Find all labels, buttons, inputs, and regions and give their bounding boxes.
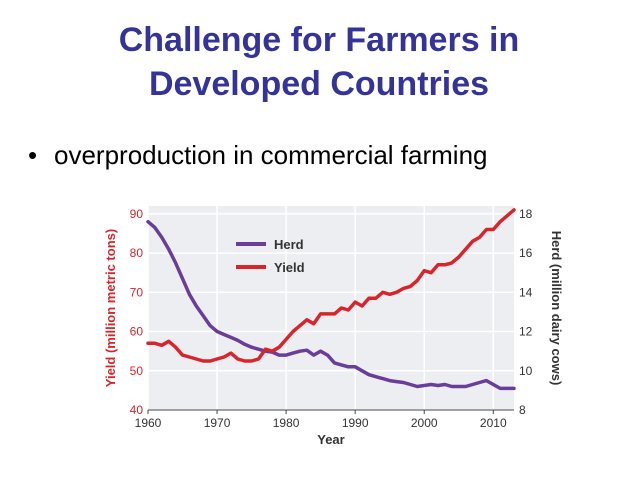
y-right-tick-label: 10 [519, 364, 533, 378]
slide-title-line-2: Developed Countries [148, 65, 490, 103]
grid [147, 206, 514, 411]
y-left-tick-label: 50 [130, 364, 144, 378]
x-tick-label: 2000 [411, 416, 438, 430]
x-tick-label: 1960 [135, 416, 162, 430]
y-left-tick-label: 80 [130, 246, 144, 260]
y-right-tick-label: 18 [519, 207, 533, 221]
y-left-tick-label: 40 [130, 403, 144, 417]
y-right-tick-label: 14 [519, 285, 533, 299]
slide-title: Challenge for Farmers in Developed Count… [0, 18, 638, 106]
legend-label-yield: Yield [274, 260, 305, 275]
y-left-tick-label: 90 [130, 207, 144, 221]
axes: 1960 1970 1980 1990 2000 2010 40 50 60 70 80 90 8 10 1… [104, 207, 564, 447]
x-axis-title: Year [317, 432, 344, 447]
series-line-yield [146, 208, 516, 363]
y-left-tick-label: 70 [130, 285, 144, 299]
series-layer [146, 208, 516, 391]
slide-title-line-1: Challenge for Farmers in [118, 21, 520, 59]
legend-label-herd: Herd [274, 237, 304, 252]
y-right-axis-title: Herd (million dairy cows) [549, 231, 564, 386]
x-tick-label: 2010 [480, 416, 507, 430]
legend: Herd Yield [236, 237, 305, 275]
x-tick-label: 1970 [204, 416, 231, 430]
bullet-text: overproduction in commercial farming [54, 140, 488, 170]
bullet-item: • overproduction in commercial farming [28, 140, 488, 171]
y-left-axis-title: Yield (million metric tons) [104, 229, 118, 387]
x-tick-label: 1980 [273, 416, 300, 430]
y-right-tick-label: 16 [519, 246, 533, 260]
x-tick-label: 1990 [342, 416, 369, 430]
bullet-dot: • [28, 140, 38, 170]
plot-area [148, 206, 514, 410]
dual-axis-line-chart: 1960 1970 1980 1990 2000 2010 40 50 60 70 80 90 8 10 1… [104, 206, 564, 447]
y-left-tick-label: 60 [130, 325, 144, 339]
y-right-tick-label: 12 [519, 325, 533, 339]
series-line-herd [146, 219, 516, 391]
y-right-tick-label: 8 [519, 403, 526, 417]
